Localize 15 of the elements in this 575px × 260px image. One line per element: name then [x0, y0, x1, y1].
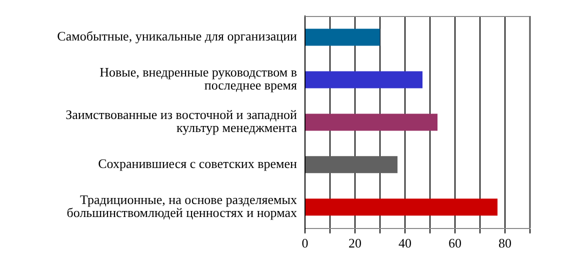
- y-tick-label: Сохранившиеся с советских времен: [98, 156, 298, 172]
- x-tick-label: 20: [348, 236, 362, 251]
- bar: [306, 198, 498, 216]
- y-tick-label: Заимствованные из восточной и западной культур менеджмента: [66, 107, 298, 136]
- x-tick-label: 0: [302, 236, 308, 251]
- bar: [306, 114, 438, 131]
- x-tick-label: 80: [498, 236, 512, 251]
- y-tick-label: Новые, внедренные руководством в последнее время: [100, 64, 298, 93]
- x-tick-label: 60: [448, 236, 462, 251]
- bar: [306, 28, 380, 46]
- x-tick-label: 40: [398, 236, 412, 251]
- y-tick-label: Самобытные, уникальные для организации: [57, 28, 298, 44]
- y-tick-label: Традиционные, на основе разделяемых большинствомлюдей ценностях и нормах: [66, 192, 298, 220]
- bar: [306, 156, 398, 174]
- bar: [306, 71, 422, 88]
